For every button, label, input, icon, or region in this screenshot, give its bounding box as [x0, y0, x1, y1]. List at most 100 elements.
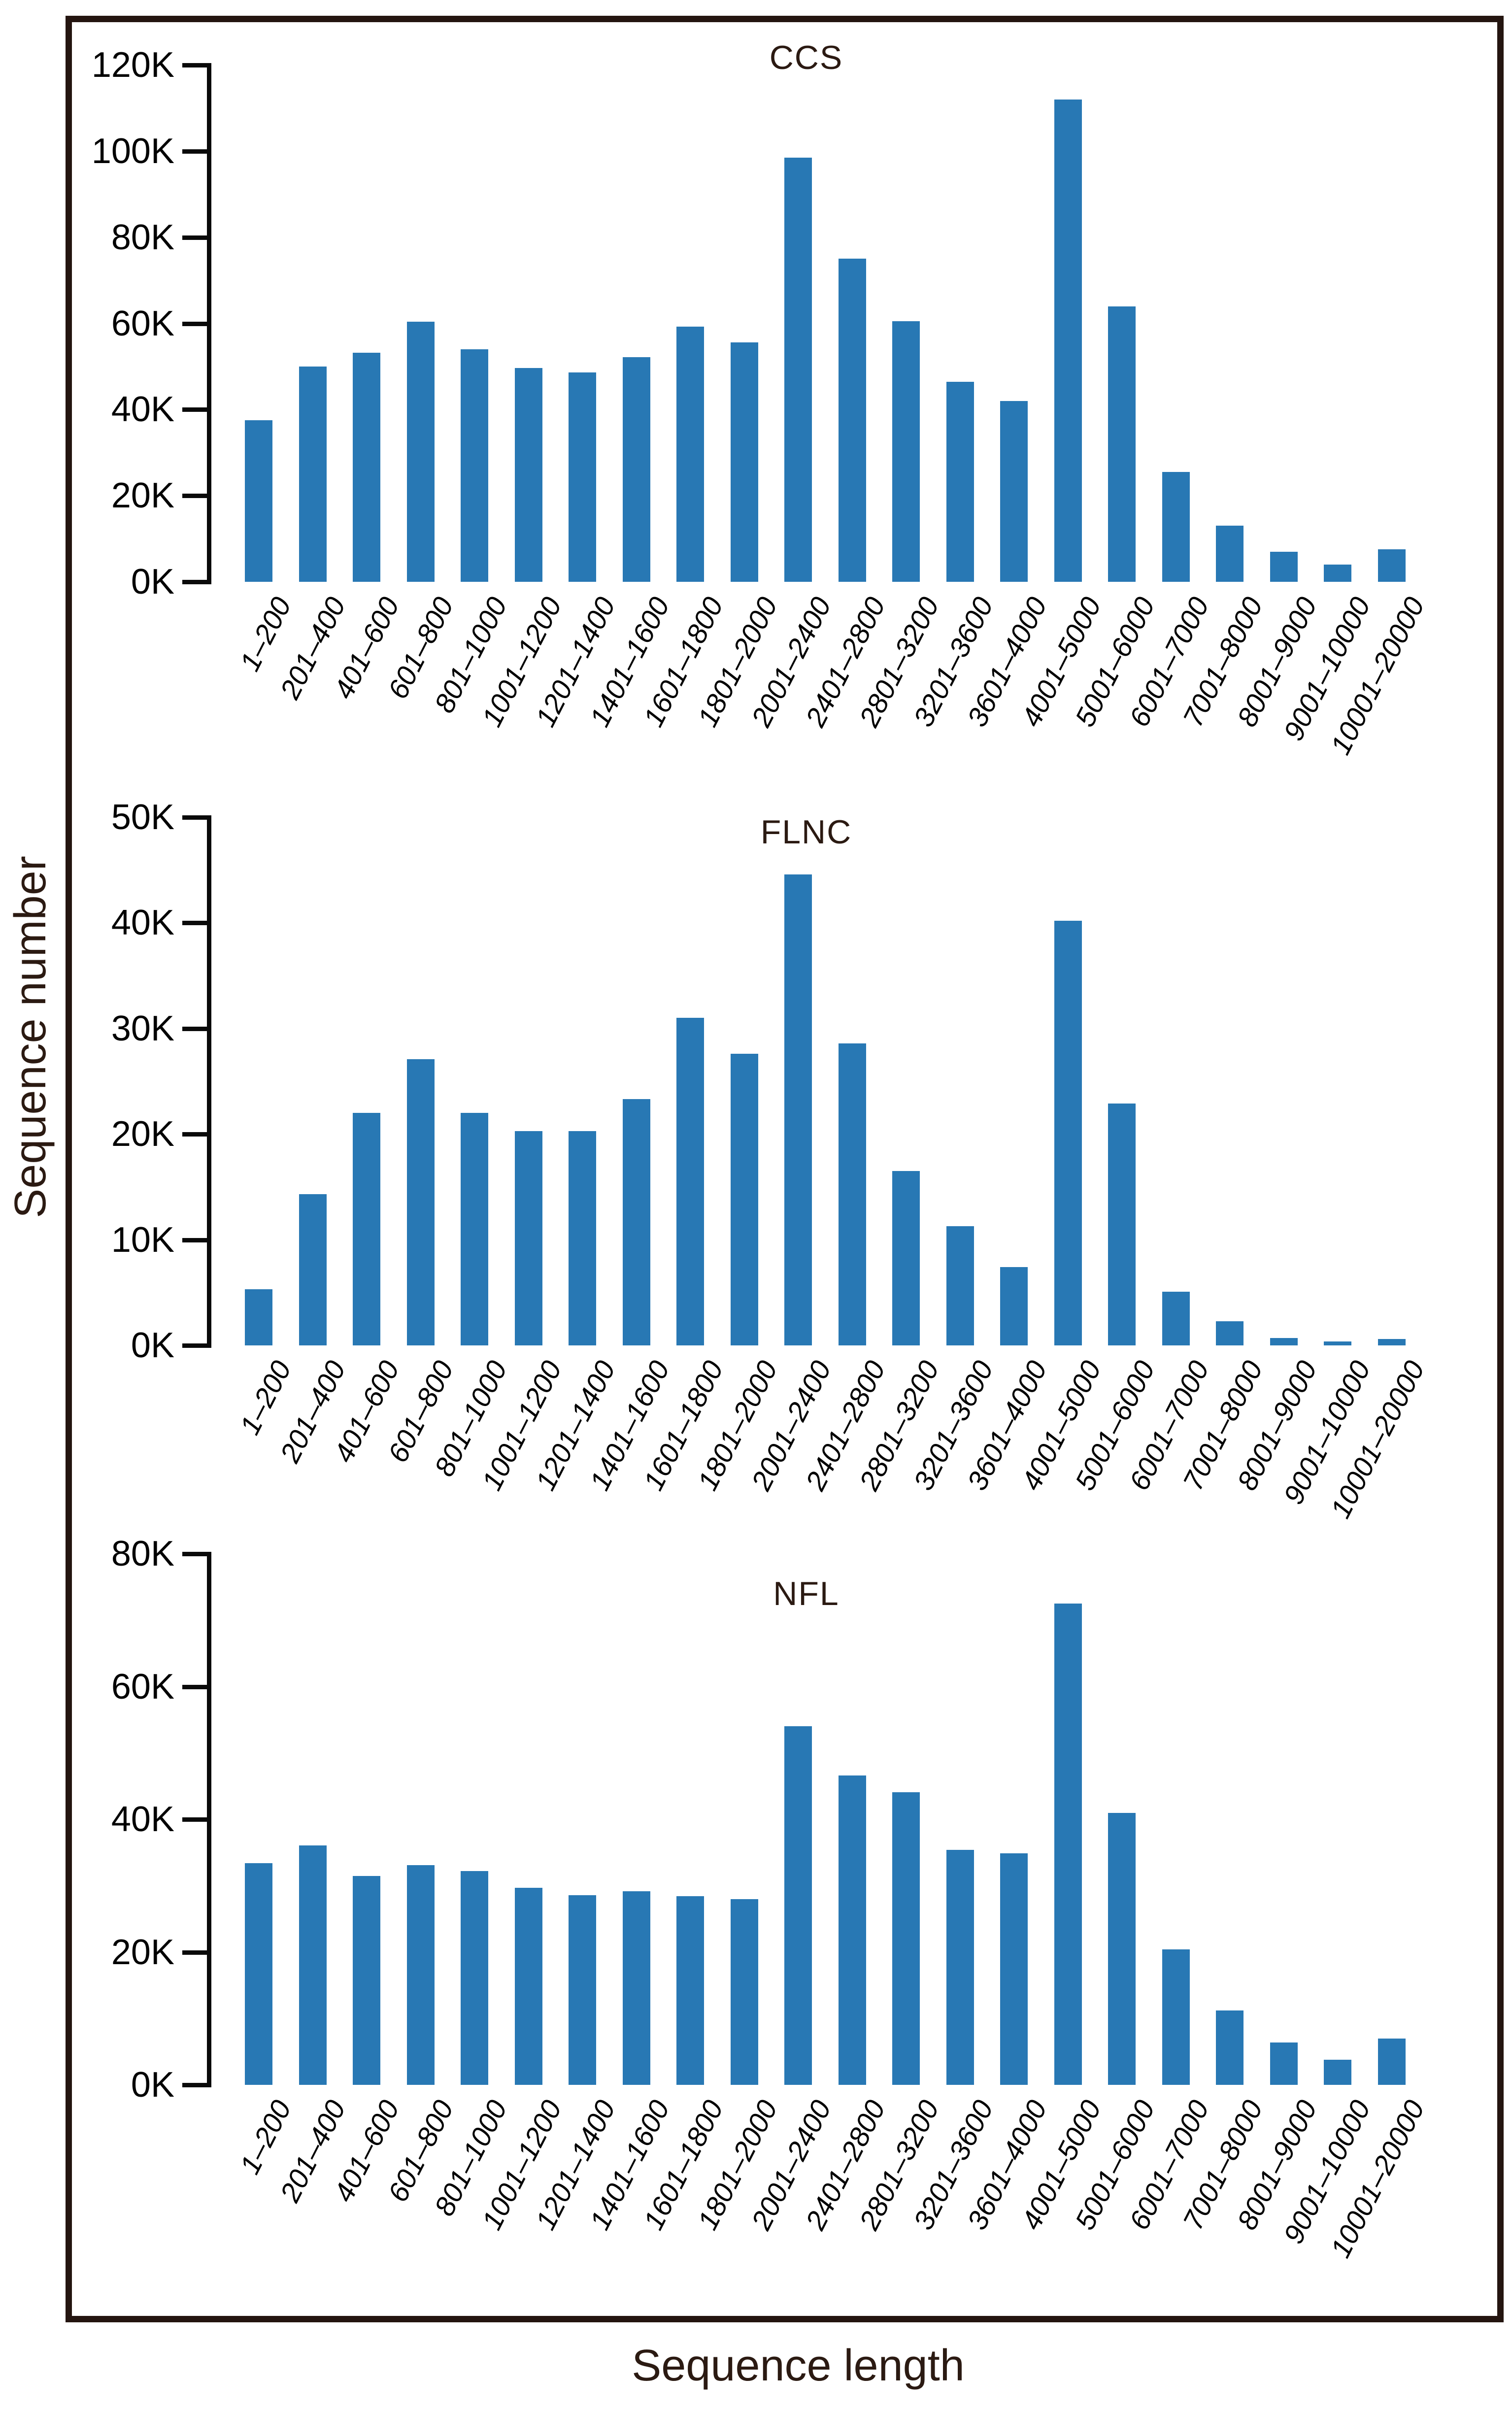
- bar-1–200: [245, 1289, 272, 1345]
- figure-border: [66, 16, 1504, 2322]
- y-axis-tick-label: 20K: [111, 1114, 174, 1154]
- bar-601–800: [407, 1059, 435, 1345]
- bar-1001–1200: [515, 1131, 542, 1345]
- panel-title-flnc: FLNC: [760, 813, 852, 851]
- bar-7001–8000: [1216, 526, 1243, 582]
- y-axis-tick-label: 100K: [91, 132, 174, 171]
- y-axis-tick: [182, 1027, 207, 1031]
- bar-1–200: [245, 1863, 272, 2085]
- y-axis-tick-label: 50K: [111, 798, 174, 837]
- bar-9001–10000: [1324, 2060, 1351, 2085]
- bar-9001–10000: [1324, 1341, 1351, 1345]
- bar-201–400: [299, 367, 327, 582]
- y-axis-tick-label: 60K: [111, 304, 174, 343]
- y-axis-tick-label: 40K: [111, 1800, 174, 1839]
- bar-401–600: [353, 353, 380, 582]
- bar-2801–3200: [892, 1171, 920, 1345]
- y-axis-tick: [182, 1238, 207, 1242]
- y-axis-spine: [207, 1552, 211, 2087]
- bar-7001–8000: [1216, 1321, 1243, 1345]
- bar-2401–2800: [839, 259, 866, 582]
- bar-401–600: [353, 1113, 380, 1345]
- y-axis-tick-label: 80K: [111, 218, 174, 257]
- y-axis-tick: [182, 1132, 207, 1137]
- bar-10001–20000: [1378, 1339, 1406, 1345]
- bar-1601–1800: [676, 327, 704, 582]
- y-axis-label: Sequence number: [6, 856, 55, 1218]
- bar-7001–8000: [1216, 2010, 1243, 2085]
- y-axis-tick: [182, 815, 207, 820]
- bar-1401–1600: [623, 1891, 650, 2085]
- bar-1801–2000: [731, 1899, 758, 2085]
- bar-8001–9000: [1270, 552, 1298, 582]
- bar-9001–10000: [1324, 565, 1351, 582]
- bar-6001–7000: [1162, 472, 1190, 582]
- bar-801–1000: [461, 1871, 488, 2085]
- y-axis-tick-label: 30K: [111, 1009, 174, 1048]
- y-axis-tick: [182, 1343, 207, 1348]
- y-axis-tick: [182, 494, 207, 498]
- y-axis-tick-label: 0K: [131, 1326, 174, 1365]
- y-axis-tick: [182, 1685, 207, 1689]
- bar-801–1000: [461, 1113, 488, 1345]
- bar-10001–20000: [1378, 2039, 1406, 2085]
- bar-1401–1600: [623, 357, 650, 582]
- y-axis-tick: [182, 322, 207, 326]
- y-axis-tick: [182, 580, 207, 584]
- bar-5001–6000: [1108, 306, 1136, 582]
- y-axis-tick-label: 0K: [131, 562, 174, 602]
- bar-4001–5000: [1054, 100, 1082, 582]
- bar-5001–6000: [1108, 1813, 1136, 2085]
- y-axis-tick-label: 80K: [111, 1534, 174, 1573]
- bar-8001–9000: [1270, 1338, 1298, 1345]
- bar-6001–7000: [1162, 1292, 1190, 1345]
- y-axis-tick: [182, 407, 207, 412]
- y-axis-tick-label: 20K: [111, 476, 174, 515]
- y-axis-tick: [182, 1552, 207, 1556]
- bar-1201–1400: [569, 1895, 596, 2085]
- bar-2001–2400: [784, 1726, 812, 2085]
- bar-2001–2400: [784, 874, 812, 1345]
- x-axis-label: Sequence length: [632, 2341, 965, 2390]
- bar-1001–1200: [515, 368, 542, 582]
- y-axis-tick: [182, 149, 207, 154]
- bar-601–800: [407, 1865, 435, 2085]
- y-axis-tick: [182, 235, 207, 240]
- bar-2801–3200: [892, 1792, 920, 2085]
- bar-2801–3200: [892, 321, 920, 582]
- y-axis-tick: [182, 63, 207, 67]
- bar-1201–1400: [569, 1131, 596, 1345]
- bar-1601–1800: [676, 1018, 704, 1345]
- bar-1201–1400: [569, 372, 596, 582]
- y-axis-tick-label: 40K: [111, 903, 174, 942]
- y-axis-tick-label: 120K: [91, 45, 174, 85]
- bar-201–400: [299, 1194, 327, 1345]
- y-axis-tick-label: 40K: [111, 390, 174, 429]
- bar-1801–2000: [731, 342, 758, 582]
- bar-6001–7000: [1162, 1949, 1190, 2085]
- bar-401–600: [353, 1876, 380, 2085]
- bar-8001–9000: [1270, 2042, 1298, 2085]
- bar-1–200: [245, 420, 272, 582]
- bar-3201–3600: [946, 1226, 974, 1345]
- bar-801–1000: [461, 349, 488, 582]
- bar-1801–2000: [731, 1054, 758, 1345]
- bar-3201–3600: [946, 382, 974, 582]
- bar-1401–1600: [623, 1099, 650, 1345]
- bar-4001–5000: [1054, 921, 1082, 1345]
- bar-5001–6000: [1108, 1104, 1136, 1345]
- bar-2401–2800: [839, 1775, 866, 2085]
- y-axis-tick-label: 60K: [111, 1667, 174, 1707]
- y-axis-tick: [182, 1950, 207, 1955]
- bar-2001–2400: [784, 158, 812, 582]
- y-axis-tick: [182, 2083, 207, 2087]
- y-axis-spine: [207, 815, 211, 1348]
- bar-201–400: [299, 1845, 327, 2085]
- panel-title-nfl: NFL: [773, 1575, 840, 1612]
- y-axis-tick-label: 20K: [111, 1933, 174, 1972]
- bar-3601–4000: [1000, 1853, 1028, 2085]
- bar-1601–1800: [676, 1896, 704, 2085]
- bar-3201–3600: [946, 1850, 974, 2085]
- bar-3601–4000: [1000, 1267, 1028, 1345]
